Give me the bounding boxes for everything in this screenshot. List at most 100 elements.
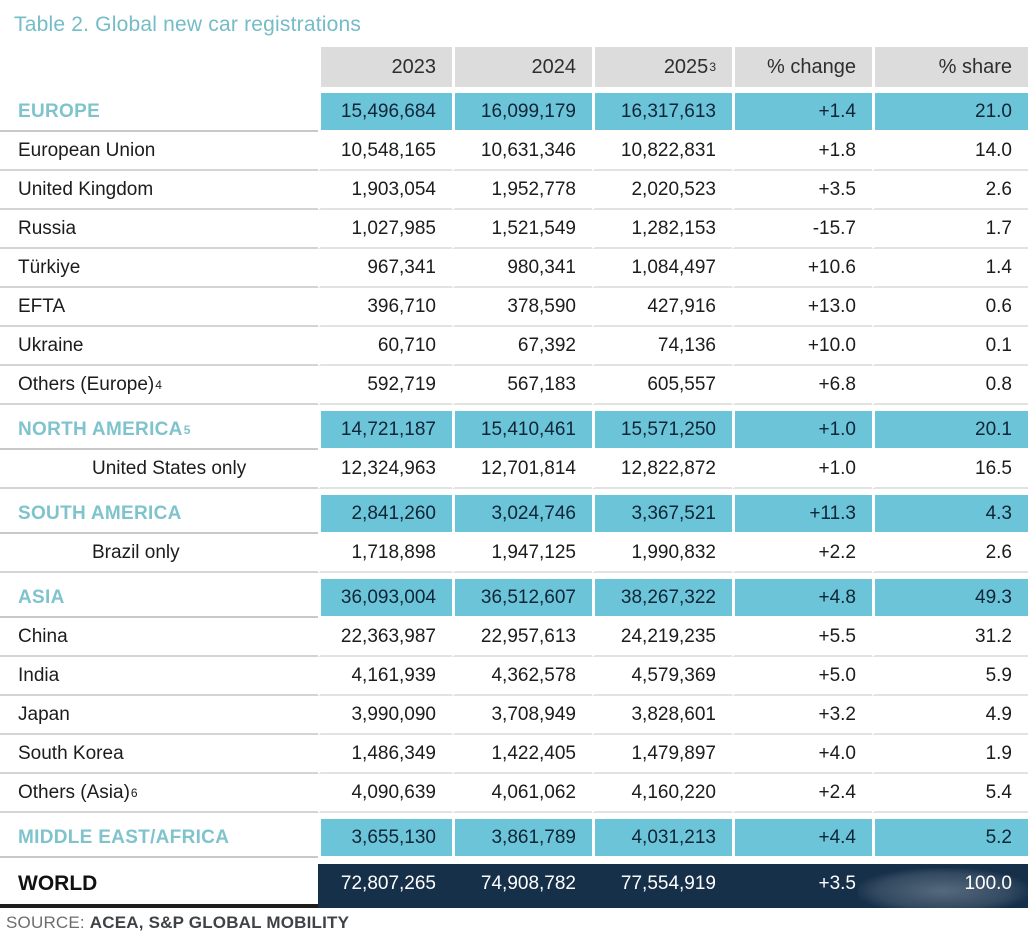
table-row: Others (Europe) 4 592,719 567,183 605,557… — [0, 366, 1028, 405]
row-label: Ukraine — [18, 334, 84, 356]
header-2023-label: 2023 — [391, 55, 437, 78]
row-value-2024: 16,099,179 — [452, 93, 592, 132]
row-value-2023: 14,721,187 — [318, 411, 452, 450]
row-value-pct-share: 100.0 — [872, 864, 1028, 908]
row-value-pct-share: 5.9 — [872, 657, 1028, 696]
row-label: Brazil only — [92, 541, 180, 563]
row-value-2025: 1,479,897 — [592, 735, 732, 774]
row-value-2023: 22,363,987 — [318, 618, 452, 657]
row-value-2025: 3,367,521 — [592, 495, 732, 534]
row-value-2024: 567,183 — [452, 366, 592, 405]
row-value-2024: 1,952,778 — [452, 171, 592, 210]
row-value-2023: 1,486,349 — [318, 735, 452, 774]
row-value-2024: 3,024,746 — [452, 495, 592, 534]
table-header-row: 2023 2024 2025 3 % change % share — [0, 47, 1028, 87]
row-label-cell: South Korea — [0, 735, 318, 774]
row-value-2025: 1,990,832 — [592, 534, 732, 573]
row-value-pct-share: 2.6 — [872, 171, 1028, 210]
row-value-pct-share: 1.4 — [872, 249, 1028, 288]
row-label: Japan — [18, 703, 70, 725]
row-label-cell: ASIA — [0, 579, 318, 618]
row-value-pct-change: +1.0 — [732, 450, 872, 489]
row-value-2024: 3,861,789 — [452, 819, 592, 858]
row-value-pct-share: 1.9 — [872, 735, 1028, 774]
table-row: ASIA 36,093,004 36,512,607 38,267,322 +4… — [0, 579, 1028, 618]
row-value-pct-share: 16.5 — [872, 450, 1028, 489]
header-2025: 2025 3 — [592, 47, 732, 87]
row-value-2023: 4,161,939 — [318, 657, 452, 696]
row-label: China — [18, 625, 68, 647]
row-label: European Union — [18, 139, 156, 161]
table-row: Brazil only 1,718,898 1,947,125 1,990,83… — [0, 534, 1028, 573]
row-value-pct-share: 5.4 — [872, 774, 1028, 813]
row-value-2023: 36,093,004 — [318, 579, 452, 618]
row-value-2023: 1,718,898 — [318, 534, 452, 573]
row-label-cell: EUROPE — [0, 93, 318, 132]
row-label: Türkiye — [18, 256, 81, 278]
row-value-pct-share: 4.9 — [872, 696, 1028, 735]
header-2024: 2024 — [452, 47, 592, 87]
row-value-pct-change: +10.6 — [732, 249, 872, 288]
row-label: United Kingdom — [18, 178, 154, 200]
row-value-2023: 396,710 — [318, 288, 452, 327]
row-value-pct-share: 49.3 — [872, 579, 1028, 618]
table-row: European Union 10,548,165 10,631,346 10,… — [0, 132, 1028, 171]
row-label-cell: China — [0, 618, 318, 657]
row-label-cell: Türkiye — [0, 249, 318, 288]
row-value-2025: 4,031,213 — [592, 819, 732, 858]
row-value-2025: 16,317,613 — [592, 93, 732, 132]
row-value-pct-change: +1.8 — [732, 132, 872, 171]
row-label: India — [18, 664, 60, 686]
row-value-pct-change: +3.2 — [732, 696, 872, 735]
row-value-2023: 1,903,054 — [318, 171, 452, 210]
row-value-pct-change: +3.5 — [732, 864, 872, 908]
row-label-cell: Ukraine — [0, 327, 318, 366]
row-label-cell: NORTH AMERICA 5 — [0, 411, 318, 450]
row-label-cell: Russia — [0, 210, 318, 249]
row-value-2024: 36,512,607 — [452, 579, 592, 618]
table-row: South Korea 1,486,349 1,422,405 1,479,89… — [0, 735, 1028, 774]
table-row: Türkiye 967,341 980,341 1,084,497 +10.6 … — [0, 249, 1028, 288]
row-label-cell: WORLD — [0, 864, 318, 908]
row-value-pct-change: -15.7 — [732, 210, 872, 249]
row-value-pct-change: +3.5 — [732, 171, 872, 210]
table-row: NORTH AMERICA 5 14,721,187 15,410,461 15,… — [0, 411, 1028, 450]
row-value-2023: 15,496,684 — [318, 93, 452, 132]
row-value-pct-share: 31.2 — [872, 618, 1028, 657]
row-value-pct-change: +4.0 — [732, 735, 872, 774]
row-label-cell: EFTA — [0, 288, 318, 327]
header-empty-cell — [0, 47, 318, 87]
row-value-2025: 77,554,919 — [592, 864, 732, 908]
registrations-table: 2023 2024 2025 3 % change % share EUROPE … — [0, 47, 1028, 908]
row-label-cell: Others (Europe) 4 — [0, 366, 318, 405]
source-text: ACEA, S&P GLOBAL MOBILITY — [89, 913, 350, 932]
row-value-2024: 15,410,461 — [452, 411, 592, 450]
row-label: South Korea — [18, 742, 124, 764]
row-value-pct-share: 20.1 — [872, 411, 1028, 450]
row-value-2024: 12,701,814 — [452, 450, 592, 489]
row-value-2023: 2,841,260 — [318, 495, 452, 534]
row-value-2025: 4,579,369 — [592, 657, 732, 696]
table-row: WORLD 72,807,265 74,908,782 77,554,919 +… — [0, 864, 1028, 908]
row-label: WORLD — [18, 872, 98, 895]
row-value-pct-change: +5.5 — [732, 618, 872, 657]
row-value-2024: 1,947,125 — [452, 534, 592, 573]
row-value-2025: 605,557 — [592, 366, 732, 405]
table-row: India 4,161,939 4,362,578 4,579,369 +5.0… — [0, 657, 1028, 696]
row-label: Others (Asia) — [18, 781, 130, 803]
row-value-2023: 3,990,090 — [318, 696, 452, 735]
row-value-pct-share: 0.8 — [872, 366, 1028, 405]
table-title: Table 2. Global new car registrations — [14, 13, 362, 36]
row-value-2023: 1,027,985 — [318, 210, 452, 249]
row-value-2025: 3,828,601 — [592, 696, 732, 735]
row-value-2025: 74,136 — [592, 327, 732, 366]
row-value-2024: 67,392 — [452, 327, 592, 366]
row-label-cell: India — [0, 657, 318, 696]
row-label-cell: United Kingdom — [0, 171, 318, 210]
row-value-2024: 22,957,613 — [452, 618, 592, 657]
row-value-pct-share: 21.0 — [872, 93, 1028, 132]
header-pct-change-label: % change — [767, 55, 856, 78]
row-value-2025: 1,084,497 — [592, 249, 732, 288]
row-label: United States only — [92, 457, 247, 479]
